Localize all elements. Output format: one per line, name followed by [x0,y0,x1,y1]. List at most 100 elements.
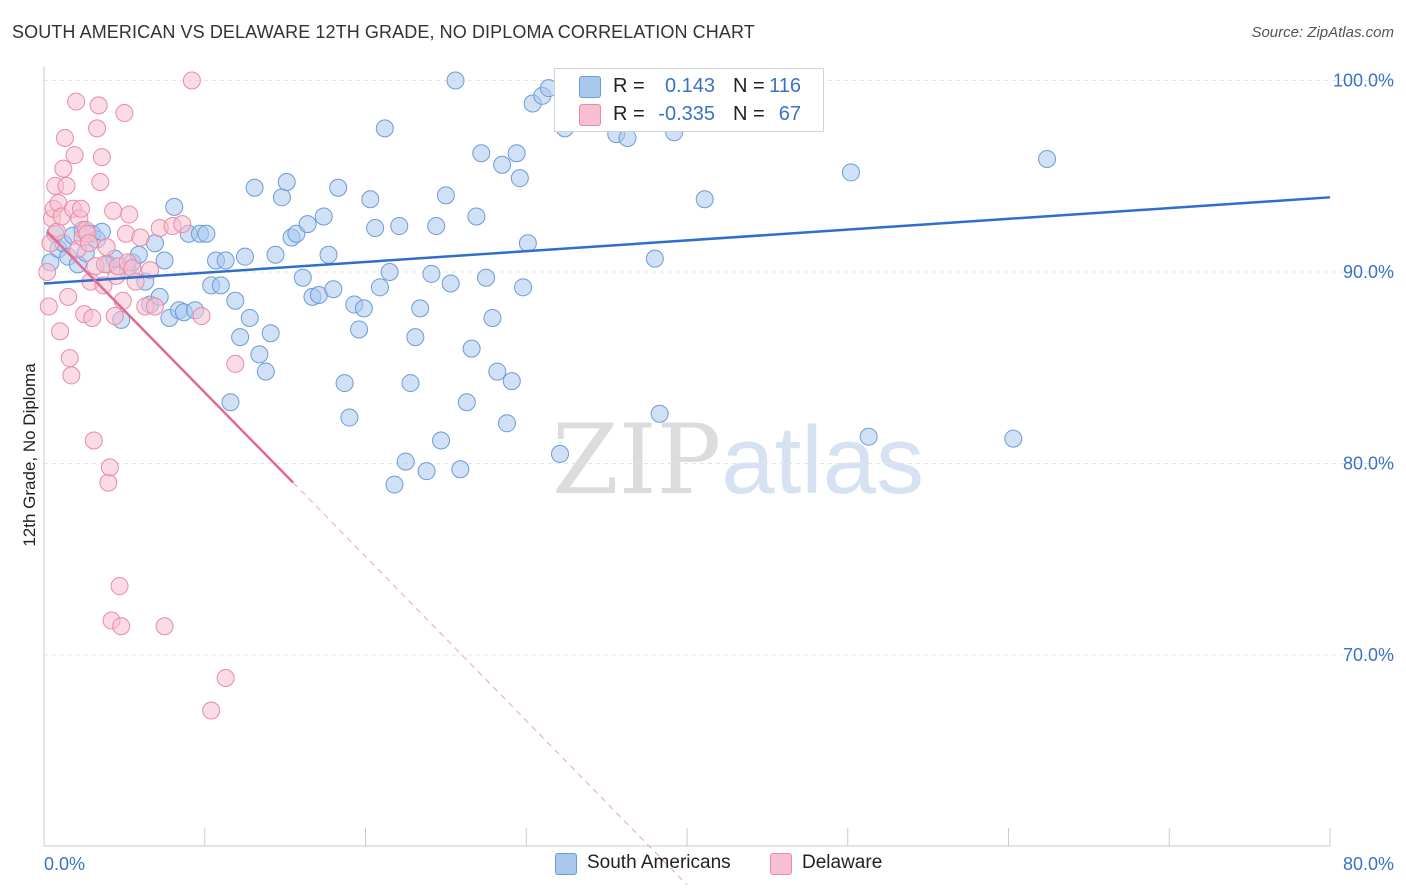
point-south-americans [390,217,409,236]
point-south-americans [446,71,465,90]
point-delaware [99,473,118,492]
point-south-americans [401,374,420,393]
point-south-americans [477,268,496,287]
point-south-americans [493,155,512,174]
point-delaware [155,617,174,636]
n-value: 116 [769,75,801,97]
watermark-zip: ZIP [552,404,722,516]
y-tick-label: 100.0% [1333,71,1394,91]
delaware-swatch [579,104,601,126]
chart-title: SOUTH AMERICAN VS DELAWARE 12TH GRADE, N… [12,22,755,42]
y-tick-label: 70.0% [1343,645,1394,665]
point-south-americans [361,190,380,209]
watermark: ZIPatlas [552,404,924,516]
point-delaware [141,261,160,280]
point-south-americans [396,452,415,471]
point-south-americans [841,163,860,182]
point-south-americans [422,264,441,283]
point-south-americans [340,408,359,427]
point-south-americans [211,276,230,295]
point-delaware [84,431,103,450]
point-south-americans [197,224,216,243]
south-americans-swatch [579,76,601,98]
point-delaware [100,458,119,477]
point-south-americans [488,362,507,381]
point-delaware [173,215,192,234]
point-south-americans [645,249,664,268]
point-south-americans [324,280,343,299]
point-south-americans [483,308,502,327]
point-south-americans [411,299,430,318]
stats-legend-row-south-americans: R = 0.143 N = 116 [555,73,823,101]
point-south-americans [366,218,385,237]
series-legend: South Americans Delaware [0,852,1406,878]
r-value: -0.335 [658,103,715,125]
point-delaware [47,222,66,241]
point-south-americans [467,207,486,226]
point-south-americans [245,178,264,197]
point-delaware [88,119,107,138]
n-label: N = [733,75,765,97]
point-south-americans [277,172,296,191]
point-south-americans [293,268,312,287]
point-south-americans [650,404,669,423]
point-south-americans [457,393,476,412]
y-tick-label: 90.0% [1343,262,1394,282]
point-delaware [120,205,139,224]
point-delaware [113,291,132,310]
legend-label: South Americans [587,852,731,873]
trendline-delaware-extension [292,482,688,886]
point-delaware [65,146,84,165]
point-delaware [91,172,110,191]
point-south-americans [375,119,394,138]
point-south-americans [165,197,184,216]
point-delaware [115,104,134,123]
point-delaware [51,322,70,341]
point-south-americans [502,372,521,391]
point-south-americans [551,444,570,463]
point-south-americans [370,278,389,297]
point-south-americans [314,207,333,226]
point-delaware [192,307,211,326]
point-delaware [105,307,124,326]
point-delaware [60,349,79,368]
point-delaware [145,297,164,316]
trendline-delaware [46,230,295,484]
stats-legend-row-delaware: R = -0.335 N = 67 [555,101,823,129]
point-south-americans [266,245,285,264]
point-delaware [97,238,116,257]
point-delaware [67,92,86,111]
point-south-americans [514,278,533,297]
point-south-americans [1004,429,1023,448]
point-south-americans [859,427,878,446]
point-south-americans [380,263,399,281]
point-delaware [182,71,201,90]
point-delaware [57,176,76,195]
x-tick-label: 80.0% [1343,854,1394,874]
point-south-americans [350,320,369,339]
point-delaware [110,577,129,596]
point-south-americans [240,308,259,327]
point-south-americans [427,217,446,236]
n-label: N = [733,103,765,125]
point-south-americans [432,431,451,450]
point-south-americans [472,144,491,163]
point-south-americans [497,414,516,433]
point-delaware [83,308,102,327]
point-south-americans [436,186,455,205]
point-delaware [38,263,57,281]
point-south-americans [406,328,425,347]
point-delaware [89,96,108,115]
point-south-americans [226,291,245,310]
point-south-americans [250,345,269,364]
point-delaware [131,228,150,247]
y-tick-label: 80.0% [1343,454,1394,474]
x-tick-label: 0.0% [44,854,85,874]
point-south-americans [441,274,460,293]
point-south-americans [1038,150,1057,169]
point-south-americans [451,460,470,479]
n-value: 67 [778,103,801,125]
point-delaware [92,148,111,167]
point-delaware [112,617,131,636]
